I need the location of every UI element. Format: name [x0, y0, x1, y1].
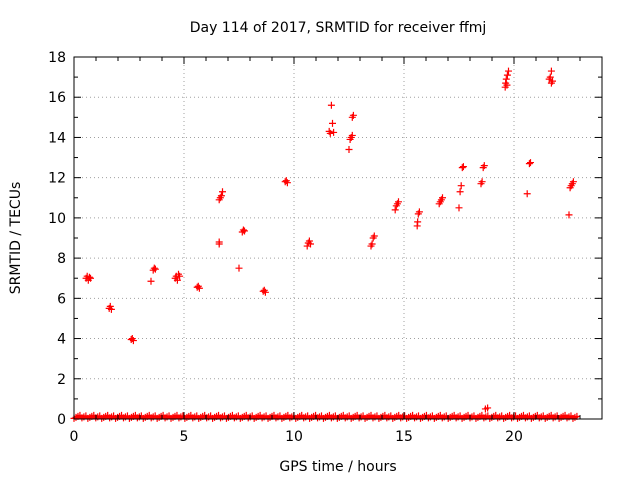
data-point: [525, 160, 533, 168]
chart-title: Day 114 of 2017, SRMTID for receiver ffm…: [190, 20, 487, 36]
data-point: [345, 146, 353, 154]
data-point: [502, 75, 510, 83]
y-tick-label: 10: [48, 211, 66, 227]
data-point: [151, 265, 159, 273]
grid: [74, 57, 602, 419]
data-point: [391, 206, 399, 214]
data-point: [458, 164, 466, 172]
data-point: [505, 67, 512, 75]
data-point: [455, 204, 463, 212]
data-point: [484, 404, 492, 412]
data-point: [527, 159, 534, 167]
data-point: [329, 119, 336, 127]
data-point: [348, 113, 356, 121]
plot-frame: [73, 56, 603, 420]
x-tick-label: 15: [395, 429, 413, 445]
data-point: [414, 218, 422, 226]
y-tick-label: 2: [57, 372, 66, 388]
x-tick-label: 20: [505, 429, 523, 445]
data-points: [82, 67, 577, 413]
data-point: [456, 188, 464, 196]
data-point: [478, 178, 486, 186]
data-point: [348, 131, 356, 139]
data-point: [215, 196, 223, 204]
data-point: [305, 237, 313, 245]
x-tick-label: 10: [285, 429, 303, 445]
data-point: [106, 302, 114, 310]
data-point: [241, 227, 248, 235]
data-point: [330, 128, 338, 136]
data-point: [85, 273, 93, 281]
data-point: [129, 337, 137, 345]
data-point: [457, 182, 465, 190]
x-tick-label: 0: [70, 429, 79, 445]
data-point: [546, 73, 554, 81]
data-point: [439, 194, 446, 202]
data-point: [150, 264, 158, 272]
data-point: [173, 276, 181, 284]
data-point: [326, 129, 334, 137]
data-point: [87, 274, 94, 282]
data-point: [480, 162, 488, 170]
y-tick-label: 6: [57, 291, 66, 307]
x-tick-label: 5: [180, 429, 189, 445]
data-point: [547, 79, 555, 87]
data-point: [107, 305, 115, 313]
data-point: [565, 211, 573, 219]
x-axis-title: GPS time / hours: [279, 459, 396, 475]
baseline-points: [70, 411, 581, 422]
data-point: [176, 272, 184, 280]
data-point: [523, 190, 531, 198]
data-point: [503, 81, 511, 89]
data-point: [368, 240, 376, 248]
data-point: [307, 240, 314, 248]
data-point: [283, 179, 291, 187]
y-tick-label: 0: [57, 412, 66, 428]
data-point: [569, 178, 577, 186]
data-point: [395, 198, 402, 206]
y-axis-title: SRMTID / TECUs: [8, 182, 24, 295]
data-point: [261, 288, 269, 296]
data-point: [235, 264, 243, 272]
data-point: [215, 240, 223, 248]
y-tick-label: 16: [48, 90, 66, 106]
data-point: [370, 232, 378, 240]
y-tick-label: 18: [48, 50, 66, 66]
data-point: [415, 208, 423, 216]
data-point: [327, 101, 335, 109]
data-point: [459, 163, 467, 171]
data-point: [503, 71, 511, 79]
y-tick-label: 14: [48, 130, 66, 146]
data-point: [195, 284, 203, 292]
axis-ticks: 0 5 10 15 20 0 2 4 6 8 10 12 14 16 18: [48, 50, 603, 445]
data-point: [219, 188, 226, 196]
data-point: [147, 277, 155, 285]
data-point: [217, 192, 225, 200]
y-tick-label: 8: [57, 251, 66, 267]
y-tick-label: 4: [57, 332, 66, 348]
data-point: [239, 226, 247, 234]
data-point: [547, 67, 555, 75]
y-tick-label: 12: [48, 171, 66, 187]
